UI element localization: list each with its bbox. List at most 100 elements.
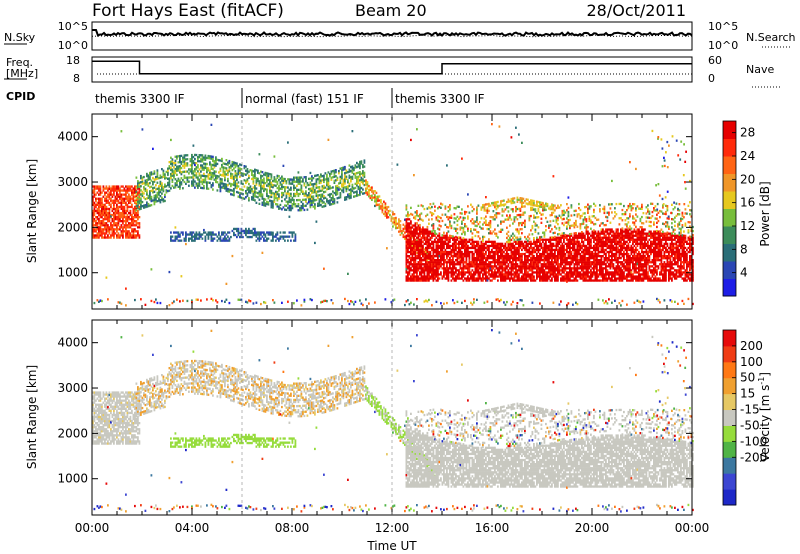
power-cell: [260, 182, 262, 185]
power-cell: [138, 202, 141, 205]
power-cell: [119, 195, 121, 198]
power-cell: [351, 300, 354, 304]
power-cell: [206, 169, 208, 172]
power-cell: [459, 265, 462, 268]
power-cell: [408, 261, 411, 264]
power-cell: [128, 236, 130, 239]
power-cell: [197, 186, 199, 189]
power-cell: [465, 279, 468, 282]
power-cell: [519, 265, 522, 268]
power-cell: [501, 248, 504, 252]
power-cell: [330, 176, 333, 179]
power-cell: [98, 300, 100, 303]
power-cell: [507, 265, 510, 268]
power-cell: [425, 259, 427, 262]
power-cell: [260, 192, 262, 196]
power-cell: [438, 273, 441, 276]
power-cell: [135, 205, 138, 208]
power-cell: [254, 199, 256, 202]
power-cell: [509, 259, 511, 262]
power-cell: [441, 236, 444, 239]
power-cell: [173, 166, 175, 169]
power-cell: [104, 222, 106, 225]
power-cell: [291, 233, 294, 236]
power-cell: [545, 265, 547, 268]
power-cell: [516, 200, 519, 203]
power-cell: [516, 279, 519, 282]
power-cell: [294, 176, 297, 179]
power-cell: [453, 261, 456, 264]
power-cell: [476, 257, 478, 260]
power-cell: [539, 236, 541, 239]
power-cell: [194, 170, 196, 173]
power-cell: [222, 233, 225, 236]
power-cell: [93, 187, 96, 190]
power-cell: [126, 195, 129, 198]
power-cell: [116, 209, 118, 213]
power-cell: [536, 200, 538, 203]
power-cell: [503, 255, 505, 258]
power-cell: [330, 203, 333, 206]
power-cell: [209, 169, 211, 172]
power-cell: [491, 269, 493, 272]
power-cell: [507, 273, 510, 276]
power-cell: [479, 225, 481, 228]
power-cell: [168, 189, 171, 192]
power-cell: [303, 298, 306, 301]
power-cell: [456, 275, 459, 278]
power-cell: [126, 207, 129, 211]
power-cell: [405, 224, 408, 227]
power-cell: [453, 242, 456, 245]
power-cell: [447, 269, 450, 272]
power-cell: [266, 176, 268, 179]
power-cell: [254, 176, 256, 179]
power-cell: [521, 199, 523, 202]
power-cell: [174, 167, 177, 171]
power-cell: [312, 183, 315, 186]
power-cell: [483, 235, 486, 239]
power-cell: [329, 201, 331, 204]
power-cell: [120, 189, 123, 192]
power-cell: [512, 277, 514, 280]
power-cell: [530, 246, 532, 250]
power-cell: [234, 233, 237, 237]
power-cell: [194, 186, 196, 189]
power-cell: [282, 194, 285, 197]
power-cell: [233, 177, 235, 180]
power-cell: [366, 185, 369, 188]
power-cell: [224, 177, 226, 180]
power-cell: [227, 171, 229, 174]
power-cell: [300, 176, 303, 179]
power-cell: [287, 235, 289, 238]
power-cell: [219, 235, 222, 238]
power-cell: [494, 250, 496, 254]
power-cell: [411, 244, 414, 247]
power-cell: [458, 240, 460, 243]
power-cell: [318, 204, 321, 207]
power-cell: [153, 190, 156, 193]
power-cell: [210, 123, 213, 126]
power-cell: [471, 250, 474, 254]
power-cell: [410, 252, 412, 256]
power-cell: [432, 212, 435, 216]
power-cell: [449, 220, 451, 223]
power-cell: [468, 261, 471, 264]
power-cell: [416, 263, 418, 266]
power-cell: [263, 204, 265, 207]
power-cell: [291, 205, 294, 208]
power-cell: [224, 187, 226, 190]
power-cell: [191, 184, 193, 187]
power-cell: [293, 302, 295, 305]
power-cell: [224, 239, 226, 242]
power-cell: [528, 219, 531, 222]
power-cell: [458, 205, 460, 208]
power-cell: [129, 234, 132, 237]
power-cell: [362, 180, 364, 183]
power-cell: [534, 248, 537, 252]
power-cell: [171, 162, 174, 165]
power-cell: [492, 218, 495, 221]
power-cell: [200, 174, 202, 177]
power-cell: [270, 177, 273, 180]
power-cell: [170, 138, 172, 142]
power-cell: [477, 248, 480, 252]
